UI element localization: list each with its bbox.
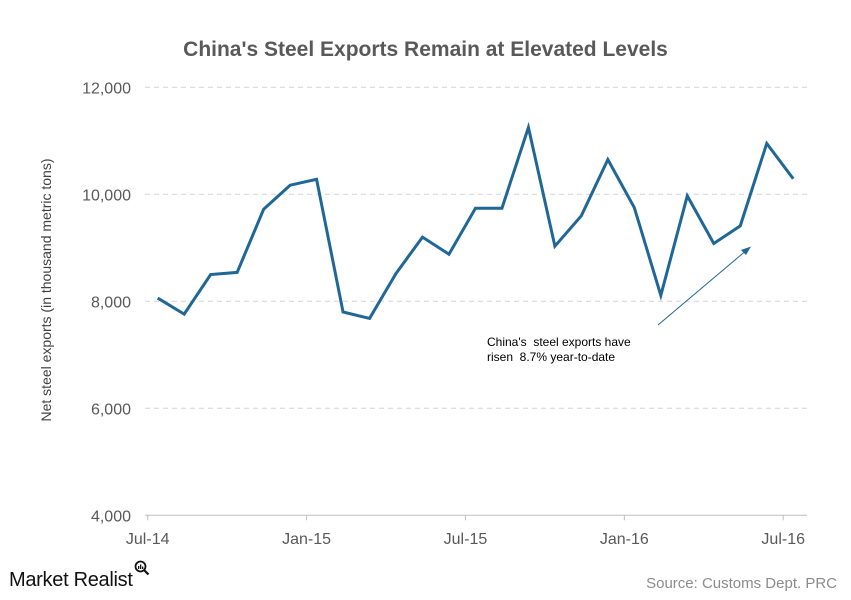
market-realist-logo: Market Realist: [9, 560, 149, 592]
series-line: [156, 121, 795, 321]
chart-title: China's Steel Exports Remain at Elevated…: [183, 38, 668, 61]
annotation-line2: risen 8.7% year-to-date: [487, 350, 616, 364]
x-tick-label: Jul-14: [126, 531, 170, 548]
annotation-line1: China's steel exports have: [487, 335, 631, 349]
annotation-arrow: [657, 248, 749, 326]
x-tick-label: Jan-16: [600, 531, 649, 548]
source-note: Source: Customs Dept. PRC: [646, 575, 837, 592]
annotation-arrowhead: [741, 246, 751, 255]
x-tick-label: Jan-15: [282, 531, 331, 548]
magnifier-chart-icon: [134, 560, 149, 576]
x-tick-label: Jul-15: [444, 531, 488, 548]
logo-text: Market Realist: [9, 569, 133, 591]
y-tick-label: 4,000: [91, 508, 131, 525]
x-tick-label: Jul-16: [761, 531, 805, 548]
y-tick-label: 10,000: [82, 187, 131, 204]
annotation: China's steel exports have risen 8.7% ye…: [487, 335, 631, 365]
y-tick-label: 6,000: [91, 401, 131, 418]
y-axis-label: Net steel exports (in thousand metric to…: [38, 158, 54, 421]
y-tick-label: 8,000: [91, 294, 131, 311]
y-tick-label: 12,000: [82, 80, 131, 97]
